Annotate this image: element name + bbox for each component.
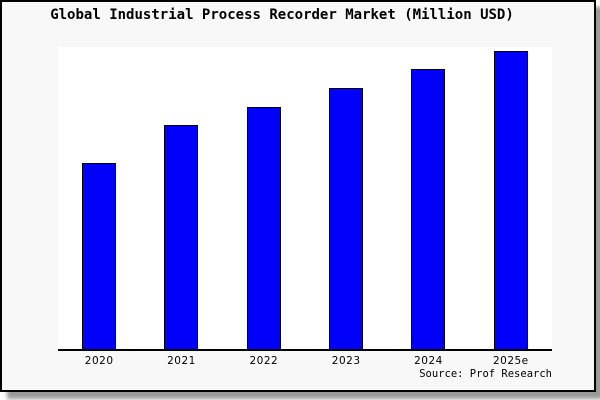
bar-2023 bbox=[329, 88, 364, 349]
bar-slot bbox=[470, 47, 552, 349]
x-axis-label-2021: 2021 bbox=[167, 355, 196, 367]
bar-2022 bbox=[246, 106, 281, 349]
x-axis-label-2020: 2020 bbox=[84, 355, 114, 367]
x-axis-label-2024: 2024 bbox=[414, 355, 443, 367]
bar-slot bbox=[140, 47, 222, 349]
source-note: Source: Prof Research bbox=[419, 368, 552, 380]
bar-slot bbox=[58, 47, 140, 349]
plot-area bbox=[58, 47, 552, 351]
x-axis-label-2022: 2022 bbox=[249, 355, 279, 367]
bar-slot bbox=[387, 47, 469, 349]
x-axis-label-2023: 2023 bbox=[331, 355, 361, 367]
bar-2024 bbox=[411, 69, 446, 349]
bars-container bbox=[58, 47, 552, 349]
bar-2021 bbox=[164, 125, 199, 349]
chart-frame: Global Industrial Process Recorder Marke… bbox=[0, 0, 596, 392]
bar-2020 bbox=[82, 162, 117, 349]
chart-title: Global Industrial Process Recorder Marke… bbox=[50, 7, 514, 23]
bar-slot bbox=[223, 47, 305, 349]
bar-slot bbox=[305, 47, 387, 349]
x-axis-label-2025e: 2025e bbox=[492, 355, 529, 367]
x-axis-labels: 2020 2021 2022 2023 2024 2025e bbox=[58, 355, 552, 367]
bar-2025e bbox=[493, 50, 528, 349]
